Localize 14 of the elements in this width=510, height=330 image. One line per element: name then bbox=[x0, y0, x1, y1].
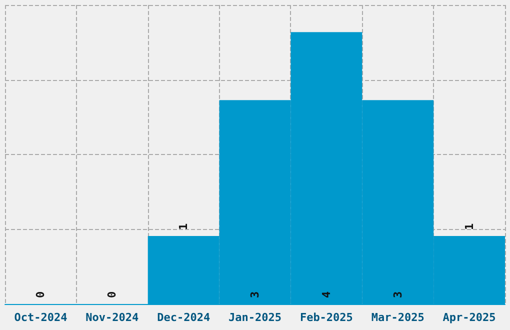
x-tick-label: Dec-2024 bbox=[157, 311, 210, 324]
x-tick-label: Mar-2025 bbox=[371, 311, 424, 324]
x-tick-label: Oct-2024 bbox=[14, 311, 68, 324]
data-label: 3 bbox=[248, 291, 262, 298]
x-tick-label: Apr-2025 bbox=[442, 311, 496, 324]
data-label: 0 bbox=[34, 291, 48, 298]
data-label: 0 bbox=[106, 291, 119, 298]
x-tick-label: Jan-2025 bbox=[228, 311, 282, 324]
x-tick-label: Feb-2025 bbox=[300, 311, 353, 324]
x-tick-label: Nov-2024 bbox=[86, 311, 140, 324]
data-label: 1 bbox=[177, 223, 190, 230]
data-label: 4 bbox=[320, 291, 333, 298]
data-label: 1 bbox=[462, 223, 476, 230]
data-label: 3 bbox=[391, 291, 404, 298]
